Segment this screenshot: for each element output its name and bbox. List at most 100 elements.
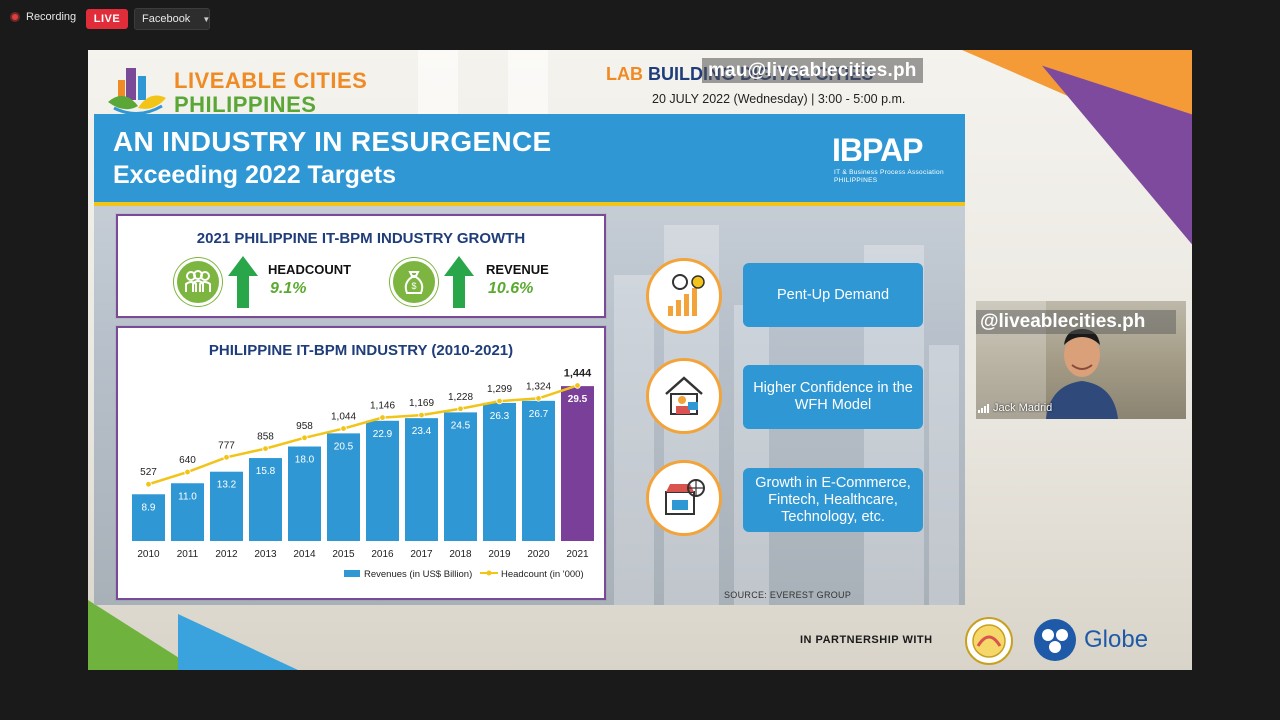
city-building — [929, 345, 959, 605]
ibpap-caption-line-2: PHILIPPINES — [834, 177, 878, 184]
revenue-bar — [522, 400, 555, 541]
legend-revenue-swatch — [344, 570, 360, 577]
recording-indicator: Recording — [10, 11, 76, 23]
revenue-bar — [249, 458, 282, 541]
revenue-value-label: 23.4 — [412, 426, 432, 437]
revenue-bar — [288, 446, 321, 541]
revenue-value-label: 29.5 — [568, 394, 588, 405]
recording-label: Recording — [26, 11, 77, 23]
headcount-line — [148, 384, 578, 486]
revenue-value-label: 26.7 — [529, 409, 549, 420]
headcount-value-label: 858 — [257, 432, 274, 443]
headcount-value-label: 1,299 — [487, 384, 512, 395]
revenue-value-label: 11.0 — [178, 491, 197, 502]
headcount-value-label: 1,324 — [526, 381, 551, 392]
headcount-point — [301, 434, 308, 442]
headcount-value-label: 777 — [218, 440, 235, 451]
revenue-value-label: 24.5 — [451, 420, 471, 431]
email-watermark: mau@liveablecities.ph — [702, 58, 923, 83]
city-building — [614, 275, 654, 605]
revenue-bar — [132, 494, 165, 541]
record-dot-icon — [10, 12, 20, 22]
headcount-value-label: 1,444 — [564, 367, 592, 379]
legend-revenue-label: Revenues (in US$ Billion) — [364, 569, 472, 580]
live-badge[interactable]: LIVE — [86, 9, 128, 29]
chart-title: PHILIPPINE IT-BPM INDUSTRY (2010-2021) — [208, 342, 514, 359]
chevron-down-icon: ▼ — [202, 14, 211, 24]
logo-line-2: PHILIPPINES — [174, 92, 317, 117]
industry-chart: 8.9 2010 11.0 2011 13.2 2012 15.8 2013 18.0 2014 2… — [132, 367, 594, 580]
participant-video-tile[interactable]: @liveablecities.ph Jack Madrid — [976, 301, 1186, 419]
factor-pent-up-demand: Pent-Up Demand — [743, 263, 923, 327]
revenue-bar — [561, 386, 594, 541]
blue-corner-decoration — [178, 614, 298, 670]
signal-bars-icon — [978, 403, 989, 413]
revenue-value-label: 15.8 — [256, 466, 276, 477]
headcount-value-label: 527 — [140, 467, 157, 478]
headcount-point — [145, 481, 152, 488]
revenue-value-label: 13.2 — [217, 480, 237, 491]
ibpap-logo-caption: IT & Business Process Association PHILIP… — [834, 169, 944, 185]
background-window — [418, 50, 458, 120]
ecommerce-icon — [646, 460, 722, 536]
headcount-point — [418, 411, 425, 419]
revenue-bar — [405, 418, 438, 541]
x-tick-label: 2021 — [566, 549, 589, 560]
handle-watermark: @liveablecities.ph — [976, 310, 1176, 334]
destination-label: Facebook — [142, 13, 191, 25]
headcount-point — [340, 425, 347, 432]
city-leaf-logo-icon — [108, 68, 166, 115]
x-tick-label: 2013 — [254, 549, 277, 560]
title-banner: AN INDUSTRY IN RESURGENCE Exceeding 2022… — [94, 114, 965, 206]
orange-corner-decoration — [962, 50, 1192, 150]
event-date: 20 JULY 2022 (Wednesday) | 3:00 - 5:00 p… — [652, 92, 906, 106]
revenue-bar — [366, 420, 399, 541]
headcount-value-label: 1,169 — [409, 398, 434, 409]
partnership-label: IN PARTNERSHIP WITH — [800, 634, 933, 646]
content-panel: AN INDUSTRY IN RESURGENCE Exceeding 2022… — [94, 114, 965, 605]
revenue-bar — [483, 402, 516, 541]
ibpap-logo: IBPAP — [832, 132, 923, 168]
headcount-point — [574, 382, 581, 389]
headcount-value-label: 958 — [296, 421, 313, 432]
headcount-point — [496, 397, 503, 405]
revenue-bar — [210, 471, 243, 541]
revenue-value-label: 26.3 — [490, 411, 510, 422]
x-tick-label: 2015 — [332, 549, 355, 560]
globe-wordmark: Globe — [1084, 626, 1149, 653]
city-seal-icon — [965, 617, 1013, 665]
x-tick-label: 2019 — [488, 549, 511, 560]
x-tick-label: 2014 — [293, 549, 316, 560]
x-tick-label: 2011 — [177, 549, 199, 560]
x-tick-label: 2020 — [527, 549, 550, 560]
participant-avatar — [1046, 329, 1118, 419]
slide-subtitle: Exceeding 2022 Targets — [113, 161, 397, 189]
destination-dropdown[interactable]: Facebook ▼ — [134, 8, 210, 30]
participant-name-label: Jack Madrid — [978, 402, 1052, 414]
headcount-point — [223, 454, 230, 461]
growth-card-title: 2021 PHILIPPINE IT-BPM INDUSTRY GROWTH — [196, 230, 526, 247]
revenue-bar — [171, 483, 204, 541]
people-icon — [174, 258, 222, 306]
ibpap-caption-line-1: IT & Business Process Association — [834, 169, 944, 176]
headcount-point — [262, 445, 269, 452]
arrow-up-icon — [444, 256, 474, 308]
revenue-value-label: 20.5 — [334, 441, 354, 452]
revenue-bar — [327, 433, 360, 541]
headcount-value-label: 1,146 — [370, 401, 395, 412]
revenue-value: 10.6% — [488, 280, 534, 297]
background-window — [508, 50, 548, 120]
revenue-value-label: 22.9 — [373, 429, 393, 440]
headcount-point — [457, 405, 464, 412]
home-office-icon — [646, 358, 722, 434]
participant-name: Jack Madrid — [993, 402, 1053, 414]
city-building — [734, 305, 769, 605]
logo-line-1: LIVEABLE CITIES — [174, 68, 368, 93]
factor-sector-growth: Growth in E-Commerce, Fintech, Healthcar… — [743, 468, 923, 532]
headcount-label: HEADCOUNT — [268, 262, 352, 277]
svg-text:$: $ — [411, 281, 416, 291]
event-title-prefix: LAB — [606, 64, 643, 84]
globe-logo-icon — [1034, 619, 1076, 661]
slide-title: AN INDUSTRY IN RESURGENCE — [113, 126, 552, 157]
